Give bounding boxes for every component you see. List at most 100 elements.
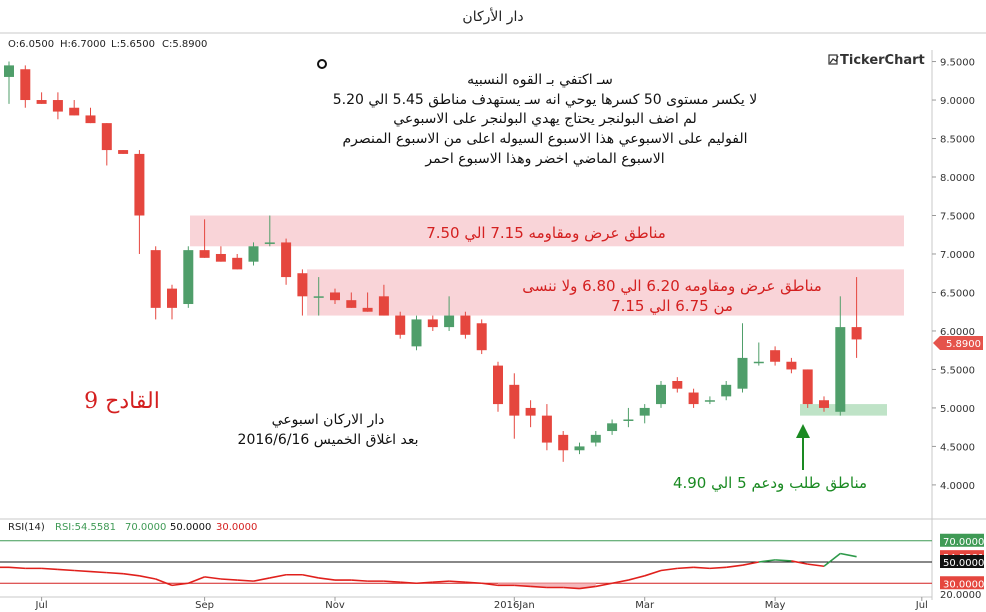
x-axis: Jul Sep Nov 2016Jan Mar May Jul (35, 597, 928, 611)
rsi-line-segment (269, 573, 287, 579)
y-tick-label: 6.5000 (940, 288, 975, 299)
candle (362, 292, 373, 312)
candle (525, 400, 536, 428)
candle (509, 373, 520, 439)
rsi-level-70-label: 70.0000 (125, 522, 166, 533)
annotation-block: سـ اكتفي بـ القوه النسبيه لا يكسر مستوى … (333, 72, 758, 167)
candle-body (134, 153, 145, 216)
rsi-line-segment (318, 577, 336, 581)
rsi-line-segment (106, 571, 124, 575)
rsi-line-segment (139, 575, 156, 580)
y-axis: 9.5000 9.0000 8.5000 8.0000 7.5000 7.0000 6.50… (932, 58, 975, 492)
candle-body (476, 323, 487, 351)
rsi-line-segment (563, 586, 580, 590)
open-value: O:6.0500 (8, 39, 54, 50)
candle-body (248, 246, 259, 262)
candle (411, 315, 422, 351)
candle-body (281, 242, 292, 278)
annotation-line-2: لا يكسر مستوى 50 كسرها يوحي انه سـ يستهد… (333, 92, 758, 108)
rsi-line-segment (90, 570, 107, 574)
candle-body (395, 315, 406, 335)
rsi-axis-badge (940, 533, 984, 547)
candle (721, 380, 732, 401)
rsi-line-segment (416, 581, 433, 585)
candle-body (427, 319, 438, 328)
support-arrow-icon (796, 424, 810, 470)
rsi-line-segment (726, 564, 743, 569)
y-tick-label: 8.0000 (940, 173, 975, 184)
rsi-line-segment (171, 582, 189, 587)
candle-body (330, 292, 340, 301)
candle (20, 65, 31, 108)
y-tick-label: 9.5000 (940, 58, 975, 69)
rsi-line-segment (188, 576, 205, 584)
candle (52, 92, 63, 120)
support-zone-label: مناطق طلب ودعم 5 الي 4.90 (673, 474, 867, 493)
footer-line-1: دار الاركان اسبوعي (272, 412, 385, 428)
ohlc-readout: O:6.0500 H:6.7000 L:5.6500 C:5.8900 (8, 39, 207, 50)
rsi-line-segment (709, 566, 727, 570)
candle-body (460, 315, 471, 335)
candle-body (85, 115, 96, 124)
candle-body (232, 257, 243, 270)
candle (167, 284, 177, 320)
close-value: C:5.8900 (162, 39, 207, 50)
candle (460, 311, 471, 339)
candle (770, 346, 781, 366)
x-tick-label: May (765, 600, 786, 611)
candle (150, 246, 161, 320)
candle (590, 431, 601, 447)
candle-body (737, 357, 748, 389)
x-tick-label: Nov (325, 600, 345, 611)
rsi-axis-badge (940, 576, 984, 590)
y-tick-label: 8.5000 (940, 135, 975, 146)
candle-body (851, 327, 862, 340)
high-value: H:6.7000 (60, 39, 106, 50)
candle (574, 442, 585, 455)
rsi-line-segment (302, 573, 319, 579)
rsi-line-segment (693, 566, 710, 570)
candle (378, 284, 389, 316)
rsi-line-segment (204, 576, 222, 580)
x-tick-label: 2016Jan (494, 600, 535, 611)
candle-body (69, 107, 80, 116)
candle (541, 404, 552, 451)
rsi-line-segment (579, 585, 596, 590)
candle-body (264, 242, 275, 244)
x-tick-label: Mar (635, 600, 655, 611)
footer-line-2: بعد اغلاق الخميس 2016/6/16 (238, 432, 419, 448)
rsi-label: RSI(14) (8, 522, 45, 533)
low-value: L:5.6500 (111, 39, 155, 50)
rsi-line-segment (220, 578, 238, 581)
middle-zone-label-1: مناطق عرض ومقاومه 6.20 الي 6.80 ولا ننسى (522, 277, 822, 296)
candle (346, 292, 357, 308)
candle-body (721, 384, 732, 397)
candle-body (819, 400, 829, 408)
rsi-line-segment (383, 580, 401, 583)
rsi-line-segment (660, 567, 678, 572)
candle (688, 388, 699, 408)
x-tick-label: Jul (915, 600, 928, 611)
candle-body (378, 296, 389, 316)
last-price-text: 5.8900 (946, 339, 981, 350)
candle-body (118, 150, 129, 154)
x-tick-label: Sep (195, 600, 214, 611)
candle (558, 431, 569, 462)
rsi-line-segment (807, 563, 825, 568)
candle-body (150, 250, 161, 308)
rsi-line-segment (775, 559, 792, 562)
rsi-value-label: RSI:54.5581 (55, 522, 116, 533)
candle-body (835, 327, 846, 412)
rsi-line-segment (823, 552, 841, 567)
rsi-line-segment (758, 559, 776, 563)
x-tick-label: Jul (35, 600, 48, 611)
rsi-layer (0, 540, 932, 590)
candle (69, 100, 80, 116)
candle (395, 311, 406, 339)
annotation-line-5: الاسبوع الماضي اخضر وهذا الاسبوع احمر (424, 151, 664, 167)
rsi-line-segment (449, 580, 466, 583)
rsi-line-segment (57, 568, 75, 572)
rsi-line-segment (237, 579, 254, 582)
candle-body (786, 361, 797, 370)
